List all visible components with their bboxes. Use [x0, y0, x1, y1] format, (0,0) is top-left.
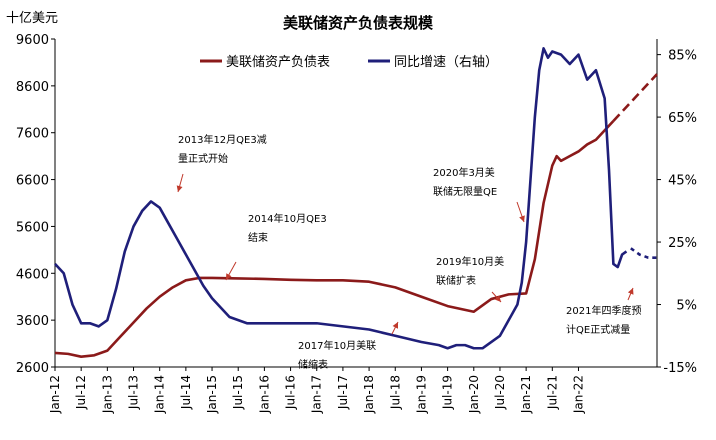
legend-label-yoy-growth: 同比增速（右轴）	[394, 55, 498, 70]
y-left-tick-label: 8600	[16, 80, 49, 95]
y-left-tick-label: 3600	[16, 314, 49, 329]
annotation-text: 2020年3月美	[433, 166, 495, 179]
annotation-arrowhead	[176, 185, 183, 192]
x-tick-label: Jul-20	[493, 375, 507, 410]
x-tick-label: Jan-15	[205, 375, 219, 414]
series-line-yoy-growth	[54, 47, 628, 350]
y-left-tick-label: 4600	[16, 267, 49, 282]
annotation-text: 联储无限量QE	[433, 185, 497, 198]
x-tick-label: Jul-16	[284, 375, 298, 410]
x-tick-label: Jan-16	[257, 375, 271, 414]
annotation-text: 结束	[248, 231, 268, 244]
x-tick-label: Jul-17	[336, 375, 350, 410]
y-right-tick-label: 5%	[676, 299, 697, 314]
annotation-text: 2019年10月美	[436, 255, 504, 268]
annotation-text: 2021年四季度预	[566, 304, 641, 317]
y-left-tick-label: 2600	[16, 361, 49, 376]
annotation-text: 2014年10月QE3	[248, 212, 327, 225]
x-tick-label: Jul-18	[388, 375, 402, 410]
annotation-arrowhead	[392, 322, 398, 329]
annotation-text: 计QE正式减量	[566, 323, 630, 336]
x-tick-label: Jul-21	[545, 375, 559, 410]
annotation-text: 2013年12月QE3减	[178, 133, 267, 146]
annotation-arrowhead	[226, 273, 232, 280]
x-tick-label: Jan-21	[519, 375, 533, 414]
x-tick-label: Jan-19	[414, 375, 428, 414]
x-tick-label: Jan-22	[571, 375, 585, 414]
x-tick-label: Jan-17	[310, 375, 324, 414]
x-tick-label: Jul-13	[127, 375, 141, 410]
axes-layer: 2600 3600 4600 5600 6600 7600 8600 9600 -15% 5% 25…	[16, 33, 697, 414]
series-forecast-balance-sheet	[612, 73, 658, 122]
annotation-text: 2017年10月美联	[298, 339, 376, 352]
legend-label-balance-sheet: 美联储资产负债表	[226, 55, 330, 70]
x-tick-label: Jul-15	[231, 375, 245, 410]
x-tick-label: Jan-12	[48, 375, 62, 414]
y-right-tick-label: 65%	[668, 111, 697, 126]
y-left-tick-label: 6600	[16, 174, 49, 189]
chart-title: 美联储资产负债表规模	[283, 14, 434, 32]
annotation-text: 联储扩表	[436, 274, 476, 287]
x-tick-label: Jul-14	[179, 375, 193, 410]
series-forecast-yoy-growth	[630, 247, 657, 259]
x-tick-label: Jan-13	[100, 375, 114, 414]
legend: 美联储资产负债表 同比增速（右轴）	[200, 55, 498, 70]
y-right-tick-label: 85%	[668, 49, 697, 64]
annotation-arrowhead	[519, 215, 525, 222]
y-left-tick-label: 9600	[16, 33, 49, 48]
x-tick-label: Jul-12	[74, 375, 88, 410]
annotation-text: 储缩表	[298, 358, 328, 371]
series-layer	[54, 47, 658, 358]
y-right-tick-label: 25%	[668, 236, 697, 251]
y-right-tick-label: 45%	[668, 174, 697, 189]
x-tick-label: Jul-19	[441, 375, 455, 410]
annotation-arrowhead	[627, 288, 634, 295]
x-tick-label: Jan-20	[467, 375, 481, 414]
annotation-text: 量正式开始	[178, 152, 228, 165]
y-left-tick-label: 7600	[16, 127, 49, 142]
series-line-balance-sheet	[54, 120, 615, 358]
y-right-tick-label: -15%	[663, 361, 697, 376]
x-tick-label: Jan-14	[153, 375, 167, 414]
x-tick-label: Jan-18	[362, 375, 376, 414]
y-left-tick-label: 5600	[16, 220, 49, 235]
annotation-arrowhead	[494, 295, 501, 302]
y-axis-unit-label: 十亿美元	[6, 11, 58, 26]
